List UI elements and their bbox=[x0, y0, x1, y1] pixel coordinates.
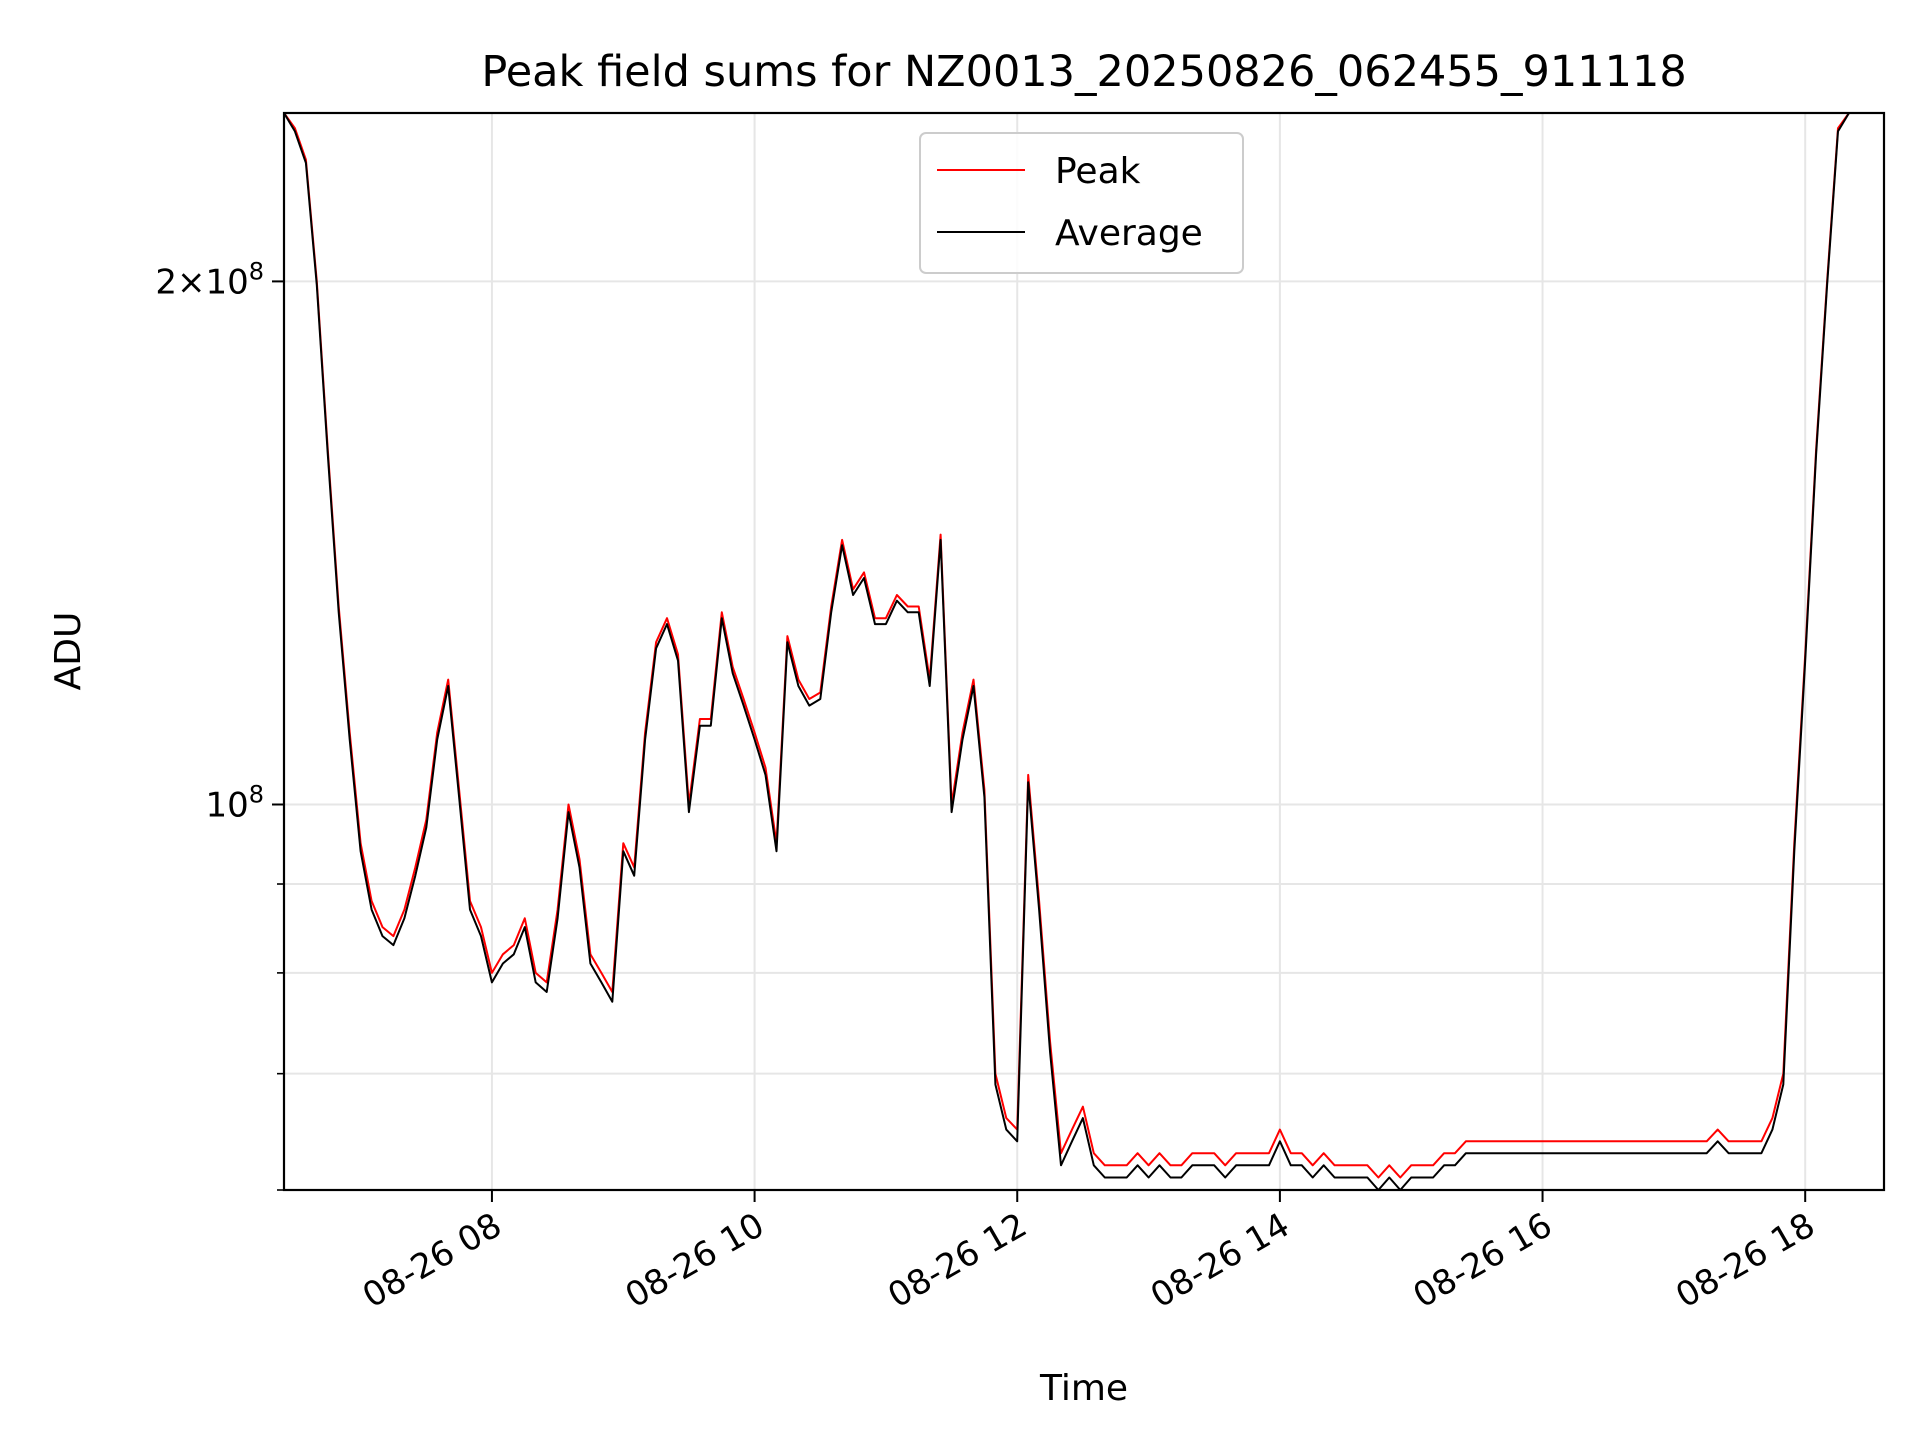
x-tick-label: 08-26 10 bbox=[619, 1205, 771, 1316]
data-lines bbox=[283, 112, 1850, 1191]
y-tick-label: 108 bbox=[205, 780, 264, 825]
legend: Peak Average bbox=[919, 132, 1244, 274]
y-axis-label: ADU bbox=[48, 612, 89, 691]
x-tick-label: 08-26 14 bbox=[1144, 1205, 1296, 1316]
legend-box bbox=[919, 132, 1244, 274]
x-tick-label: 08-26 12 bbox=[881, 1205, 1033, 1316]
x-axis-label: Time bbox=[1039, 1368, 1128, 1409]
legend-label-peak: Peak bbox=[1055, 151, 1141, 192]
chart-title: Peak field sums for NZ0013_20250826_0624… bbox=[481, 47, 1686, 97]
x-tick-label: 08-26 18 bbox=[1669, 1205, 1821, 1316]
x-tick-label: 08-26 08 bbox=[356, 1205, 508, 1316]
series-line-average bbox=[283, 112, 1850, 1191]
x-tick-label: 08-26 16 bbox=[1407, 1205, 1559, 1316]
grid bbox=[284, 113, 1884, 1191]
plot-frame bbox=[282, 111, 1886, 1192]
y-tick-label: 2×108 bbox=[155, 257, 264, 302]
x-axis: 08-26 08 08-26 10 08-26 12 08-26 14 08-26 16… bbox=[356, 1190, 1822, 1316]
legend-label-average: Average bbox=[1055, 213, 1203, 254]
series-line-peak bbox=[283, 112, 1850, 1179]
y-axis: 108 2×108 bbox=[155, 257, 284, 1191]
